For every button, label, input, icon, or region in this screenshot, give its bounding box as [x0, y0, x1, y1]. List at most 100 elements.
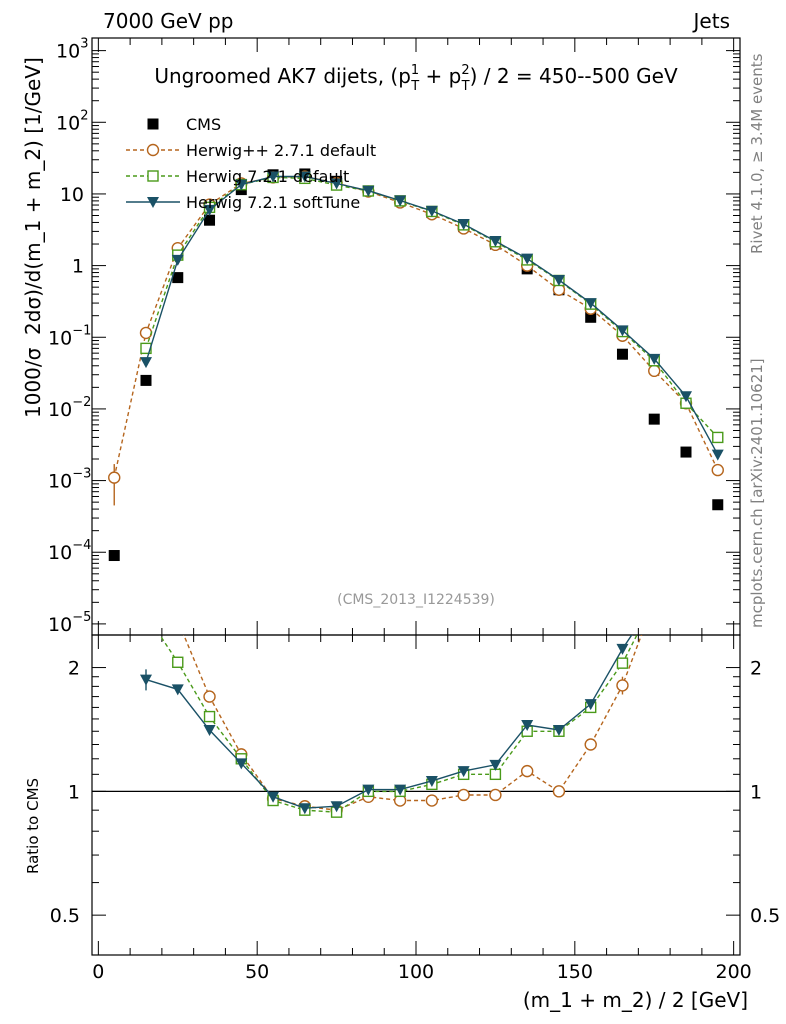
ratio-data-point: [520, 764, 534, 778]
main-data-point: [298, 171, 311, 183]
ratio-data-point: [584, 738, 597, 751]
main-data-point: [267, 171, 280, 183]
legend-label: CMS: [186, 115, 221, 134]
legend: CMS Herwig++ 2.7.1 default Herwig 7.2.1 de…: [126, 115, 376, 212]
ratio-data-point: [203, 710, 216, 723]
ratio-y-tick-label: 0.5: [50, 905, 80, 927]
x-tick-label: 50: [245, 961, 269, 983]
main-data-point: [711, 449, 724, 461]
ratio-data-point: [521, 719, 534, 731]
ratio-plot-area: [140, 596, 660, 818]
main-data-point: [648, 353, 661, 365]
main-data-point: [140, 357, 152, 369]
main-data-point: [172, 272, 184, 284]
main-data-point: [140, 374, 152, 386]
ratio-panel-frame: [91, 634, 741, 956]
main-data-point: [552, 274, 565, 286]
main-plot-area: [108, 168, 724, 562]
main-data-point: [711, 463, 724, 477]
main-data-point: [204, 214, 216, 226]
legend-label: Herwig 7.2.1 default: [186, 167, 349, 186]
ratio-data-point: [141, 609, 151, 619]
ratio-data-point: [203, 690, 216, 703]
ratio-data-point: [552, 785, 566, 798]
ratio-y-tick-label: 2: [68, 658, 80, 680]
main-data-point: [425, 205, 438, 217]
ratio-data-point: [330, 801, 343, 813]
main-data-point: [712, 431, 724, 444]
legend-item: Herwig 7.2.1 default: [126, 167, 349, 186]
ratio-data-point: [649, 596, 659, 606]
ratio-data-point: [203, 724, 216, 736]
main-data-point: [521, 253, 534, 265]
ratio-axes: 2 2 1 1 0.5 0.5: [50, 658, 780, 928]
y-tick-label: 103: [56, 37, 88, 63]
ratio-data-point: [298, 803, 311, 815]
ratio-y-tick-label-right: 0.5: [750, 905, 780, 927]
ratio-data-point: [457, 788, 470, 802]
main-data-point: [108, 471, 121, 484]
legend-marker: [146, 143, 160, 157]
legend-marker: [147, 197, 159, 208]
legend-label: Herwig 7.2.1 softTune: [186, 193, 360, 212]
y-axis-label: 1000/σ 2dσ)/d(m_1 + m_2) [1/GeV]: [21, 57, 45, 418]
ratio-data-point: [267, 791, 280, 803]
y-tick-label: 10−1: [48, 323, 91, 349]
main-data-point: [108, 550, 120, 562]
x-tick-label: 150: [557, 961, 593, 983]
ratio-y-axis-label: Ratio to CMS: [24, 778, 42, 874]
ratio-data-point: [425, 775, 438, 787]
ratio-data-point: [489, 759, 502, 771]
legend-marker: [147, 170, 159, 182]
main-data-point: [680, 391, 692, 403]
y-tick-label: 10: [60, 184, 84, 206]
x-tick-label: 100: [398, 961, 434, 983]
main-data-point: [616, 348, 628, 360]
legend-label: Herwig++ 2.7.1 default: [186, 141, 376, 160]
ratio-data-point: [140, 674, 152, 686]
chart-title: Ungroomed AK7 dijets, (p1 T + p2 T) / 2 = …: [154, 63, 678, 94]
main-data-point: [457, 219, 470, 231]
ratio-data-point: [141, 596, 152, 607]
ratio-data-point: [362, 784, 375, 796]
ratio-data-point: [394, 784, 407, 796]
ratio-data-point: [649, 596, 660, 607]
main-data-point: [584, 298, 597, 310]
ratio-series-line: [183, 635, 643, 811]
mcplots-label: mcplots.cern.ch [arXiv:2401.10621]: [748, 358, 766, 628]
x-tick-label: 200: [716, 961, 752, 983]
main-data-point: [330, 178, 343, 190]
ratio-data-point: [172, 656, 184, 668]
energy-label: 7000 GeV pp: [103, 9, 234, 33]
main-data-point: [712, 499, 724, 511]
main-data-point: [139, 326, 153, 340]
ratio-series-line: [158, 635, 638, 813]
x-tick-label: 0: [92, 961, 104, 983]
main-data-point: [585, 311, 597, 323]
main-data-point: [362, 185, 375, 197]
ratio-data-point: [584, 699, 597, 711]
ratio-data-point: [648, 596, 660, 607]
ratio-data-point: [172, 615, 183, 626]
legend-item: Herwig 7.2.1 softTune: [126, 193, 360, 212]
main-data-point: [616, 325, 629, 337]
legend-marker: [147, 118, 159, 130]
main-data-point: [203, 204, 216, 216]
main-data-point: [680, 446, 692, 458]
y-tick-label: 10−2: [48, 395, 91, 421]
ratio-data-point: [552, 724, 565, 736]
main-data-point: [394, 195, 407, 207]
ratio-data-point: [425, 794, 439, 807]
main-data-point: [648, 413, 660, 425]
ratio-y-tick-label: 1: [68, 781, 80, 803]
ratio-data-point: [616, 657, 629, 669]
y-tick-label: 10−3: [48, 467, 91, 493]
ratio-data-point: [457, 766, 470, 778]
ratio-series-line: [145, 635, 633, 809]
main-data-point: [235, 179, 248, 191]
y-tick-label: 10−5: [48, 610, 91, 636]
rivet-label: Rivet 4.1.0, ≥ 3.4M events: [748, 53, 766, 254]
ratio-data-point: [489, 788, 502, 802]
ratio-y-tick-label-right: 2: [750, 658, 762, 680]
